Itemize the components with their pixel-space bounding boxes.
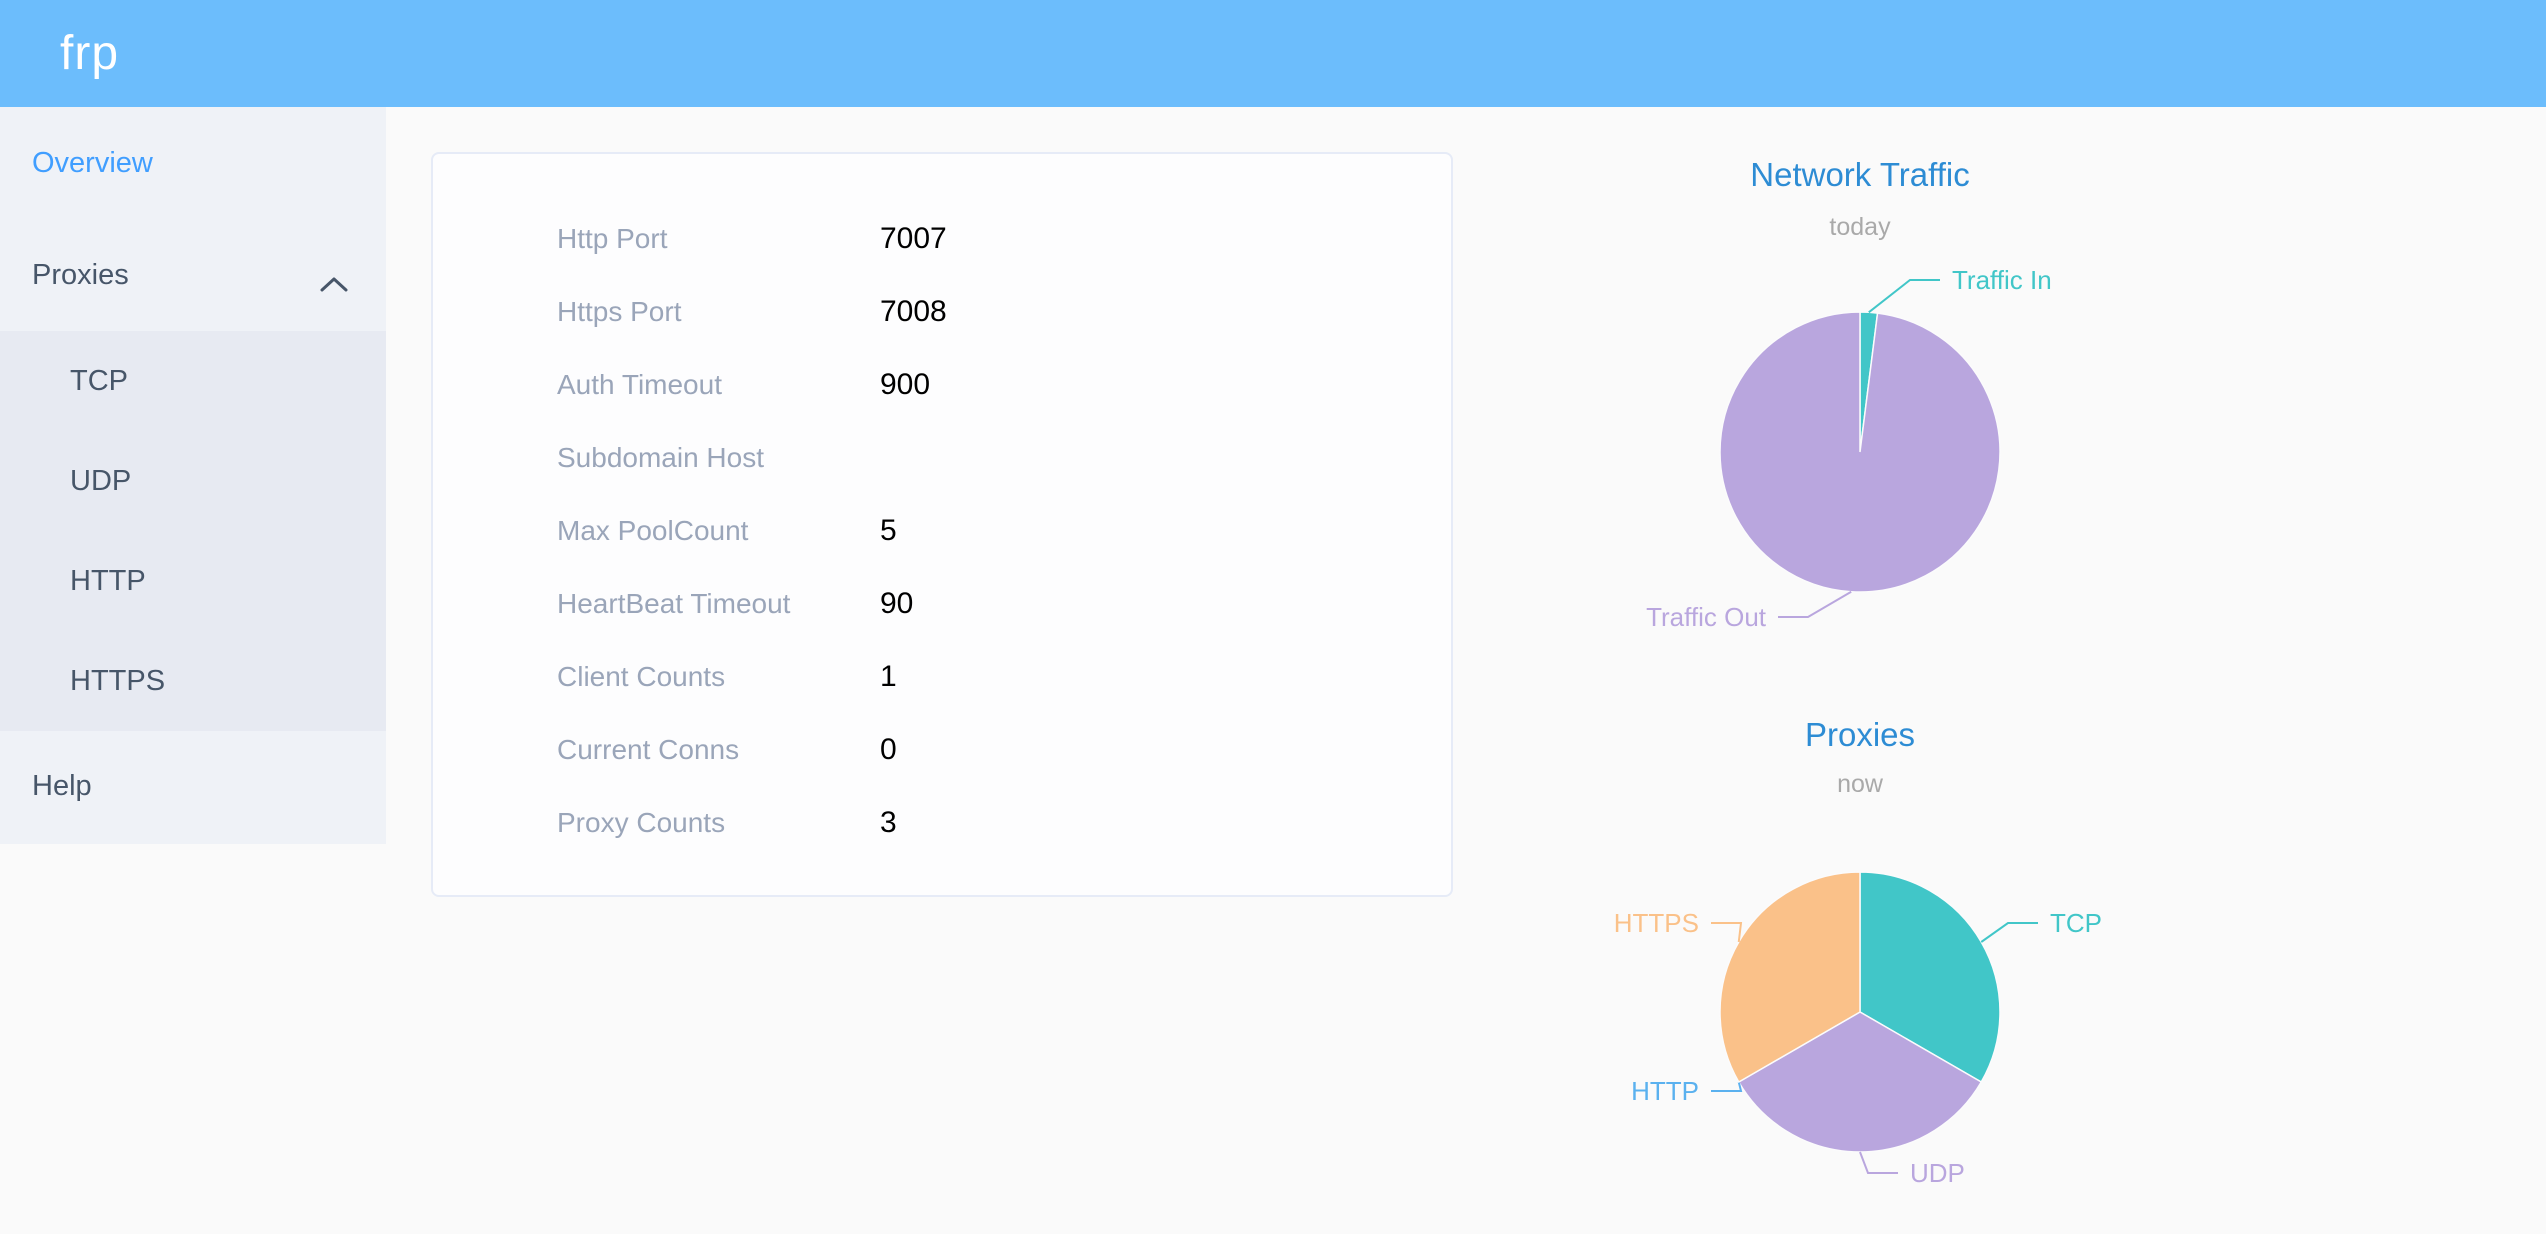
- info-label: Client Counts: [557, 660, 726, 692]
- info-row-max-poolcount: Max PoolCount 5: [433, 494, 1451, 567]
- info-row-auth-timeout: Auth Timeout 900: [433, 348, 1451, 421]
- info-value: 3: [880, 805, 897, 839]
- info-row-https-port: Https Port 7008: [433, 275, 1451, 348]
- pie-label-line-traffic-in: [1868, 279, 1940, 314]
- pie-slice-traffic-out[interactable]: [1719, 311, 2001, 593]
- sidebar-item-label: HTTP: [70, 564, 146, 597]
- sidebar-item-help[interactable]: Help: [0, 731, 386, 842]
- info-row-proxy-counts: Proxy Counts 3: [433, 786, 1451, 859]
- pie-label-traffic-out: Traffic Out: [1646, 602, 1767, 632]
- info-value: 0: [880, 732, 897, 766]
- sidebar-item-proxies[interactable]: Proxies: [0, 219, 386, 331]
- sidebar-item-overview[interactable]: Overview: [0, 107, 386, 219]
- pie-label-tcp: TCP: [2050, 908, 2102, 938]
- app-logo: frp: [60, 27, 120, 80]
- sidebar: Overview Proxies TCP UDP HTTP HTTPS: [0, 107, 386, 844]
- pie-label-line-https: [1711, 922, 1743, 943]
- pie-label-udp: UDP: [1910, 1158, 1965, 1188]
- sidebar-item-label: Overview: [32, 146, 153, 179]
- sidebar-item-label: UDP: [70, 464, 132, 497]
- info-label: HeartBeat Timeout: [557, 587, 791, 619]
- pie-label-line-tcp: [1980, 922, 2038, 943]
- sidebar-item-label: HTTPS: [70, 664, 166, 697]
- sidebar-item-tcp[interactable]: TCP: [0, 331, 386, 431]
- info-value: 90: [880, 586, 914, 620]
- pie-label-line-udp: [1859, 1151, 1898, 1174]
- sidebar-item-udp[interactable]: UDP: [0, 431, 386, 531]
- network-traffic-chart-title: Network Traffic: [1750, 156, 1970, 193]
- pie-label-https: HTTPS: [1614, 908, 1699, 938]
- info-value: 900: [880, 367, 931, 401]
- pie-label-traffic-in: Traffic In: [1952, 265, 2052, 295]
- pie-label-line-http: [1711, 1081, 1743, 1092]
- info-label: Http Port: [557, 222, 668, 254]
- pie-label-line-traffic-out: [1778, 590, 1852, 618]
- info-row-subdomain-host: Subdomain Host: [433, 421, 1451, 494]
- info-label: Auth Timeout: [557, 368, 722, 400]
- info-row-current-conns: Current Conns 0: [433, 713, 1451, 786]
- sidebar-item-label: Proxies: [32, 258, 129, 291]
- info-value: 7008: [880, 294, 947, 328]
- info-row-heartbeat-timeout: HeartBeat Timeout 90: [433, 567, 1451, 640]
- sidebar-item-label: TCP: [70, 364, 128, 397]
- info-label: Https Port: [557, 295, 682, 327]
- network-traffic-chart-subtitle: today: [1829, 213, 1891, 241]
- server-info-card: Http Port 7007 Https Port 7008 Auth Time…: [431, 152, 1453, 897]
- info-value: 7007: [880, 221, 947, 255]
- sidebar-item-http[interactable]: HTTP: [0, 531, 386, 631]
- proxies-chart-title: Proxies: [1804, 716, 1916, 753]
- info-row-http-port: Http Port 7007: [433, 202, 1451, 275]
- info-label: Max PoolCount: [557, 514, 749, 546]
- info-value: 5: [880, 513, 897, 547]
- sidebar-item-https[interactable]: HTTPS: [0, 631, 386, 731]
- info-row-client-counts: Client Counts 1: [433, 640, 1451, 713]
- info-label: Proxy Counts: [557, 806, 726, 838]
- app-header: frp: [0, 0, 2546, 107]
- info-value: 1: [880, 659, 897, 693]
- proxies-submenu: TCP UDP HTTP HTTPS: [0, 331, 386, 731]
- proxies-chart-subtitle: now: [1837, 770, 1883, 798]
- pie-label-http: HTTP: [1631, 1076, 1699, 1106]
- info-label: Current Conns: [557, 733, 740, 765]
- sidebar-item-label: Help: [32, 770, 92, 802]
- chevron-up-icon[interactable]: [320, 267, 348, 300]
- info-label: Subdomain Host: [557, 441, 765, 473]
